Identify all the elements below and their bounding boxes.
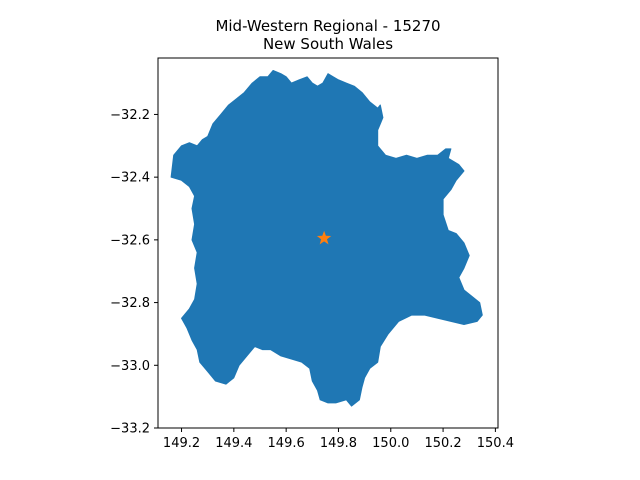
y-axis: −32.2 −32.4 −32.6 −32.8 −33.0 −33.2 [110,108,158,437]
x-tick-label: 150.4 [477,436,514,451]
x-axis: 149.2 149.4 149.6 149.8 150.0 150.2 150.4 [163,428,514,451]
centroid-star-icon [316,230,332,245]
map-title-line2: New South Wales [263,35,393,53]
x-tick-label: 149.8 [320,436,357,451]
x-tick-label: 150.0 [372,436,409,451]
y-tick-label: −32.4 [110,171,150,186]
x-tick-label: 150.2 [424,436,461,451]
y-tick-label: −32.8 [110,296,150,311]
axes-frame [157,57,499,429]
y-tick-label: −32.2 [110,108,150,123]
map-title-line1: Mid-Western Regional - 15270 [215,17,440,35]
y-tick-label: −33.0 [110,359,150,374]
y-tick-label: −33.2 [110,422,150,437]
axes-border [157,57,499,429]
x-tick-label: 149.2 [163,436,200,451]
plot-area [170,70,483,407]
x-tick-label: 149.6 [268,436,305,451]
x-tick-label: 149.4 [215,436,252,451]
y-tick-label: −32.6 [110,233,150,248]
